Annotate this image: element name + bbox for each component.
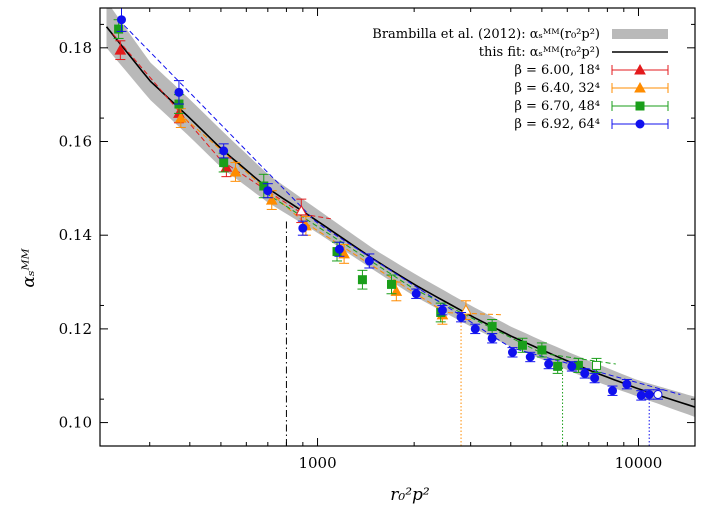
fit-curve-layer (105, 26, 695, 408)
axis-ticks: 0.10 0.12 0.14 0.16 0.18 1000 10000 (59, 8, 695, 472)
series-1-point-1 (229, 165, 242, 177)
x-tick-label-1: 10000 (615, 454, 663, 472)
x-axis-label: r₀²p² (390, 485, 430, 505)
y-axis-label: αₛᴹᴹ (19, 247, 39, 287)
series-3-point-8 (437, 305, 447, 315)
series-3-points (116, 7, 663, 401)
band-area (106, 8, 695, 417)
series-3-point-17 (590, 373, 600, 383)
series-1-point-7 (460, 304, 472, 315)
series-3-point-20 (636, 390, 646, 400)
series-2-point-0 (114, 24, 124, 34)
plot-frame (99, 7, 696, 447)
series-3-point-0 (116, 15, 126, 25)
series-0-point-3 (295, 204, 308, 216)
series-2-point-9 (517, 340, 527, 350)
y-tick-label-3: 0.16 (59, 133, 92, 151)
y-tick-label-1: 0.12 (59, 320, 92, 338)
legend-label-3: β = 6.40, 32⁴ (514, 81, 600, 96)
series-3-point-5 (334, 244, 344, 254)
legend-band-swatch (612, 29, 668, 39)
series-3-point-6 (364, 256, 374, 266)
series-2-point-11 (553, 361, 563, 371)
x-tick-label-0: 1000 (298, 454, 336, 472)
series-2-point-13 (592, 360, 602, 370)
series-3-point-4 (298, 223, 308, 233)
y-tick-label-0: 0.10 (59, 414, 92, 432)
series-3-point-16 (580, 368, 590, 378)
y-tick-label-2: 0.14 (59, 226, 92, 244)
series-0-point-0 (114, 44, 127, 55)
legend-label-4: β = 6.70, 48⁴ (514, 99, 600, 114)
legend-marker-5 (635, 119, 645, 129)
legend-label-5: β = 6.92, 64⁴ (514, 117, 600, 132)
legend-entry-2: β = 6.00, 18⁴ (514, 63, 669, 78)
series-3-point-18 (608, 386, 618, 396)
legend-label-1: this fit: αₛᴹᴹ(r₀²p²) (479, 45, 600, 60)
legend-entry-4: β = 6.70, 48⁴ (514, 99, 669, 114)
reference-band (106, 8, 695, 417)
legend-label-0: Brambilla et al. (2012): αₛᴹᴹ(r₀²p²) (372, 27, 600, 42)
series-3-point-10 (470, 324, 480, 334)
series-3-point-19 (622, 379, 632, 389)
series-3-point-7 (411, 289, 421, 299)
series-3-point-21 (644, 389, 654, 399)
legend-label-2: β = 6.00, 18⁴ (514, 63, 600, 78)
series-2-point-10 (537, 345, 547, 355)
data-points (113, 7, 663, 401)
series-3-open-point-0 (653, 389, 663, 399)
legend-marker-4 (635, 101, 645, 111)
series-3-point-1 (174, 87, 184, 97)
legend-marker-2 (634, 63, 646, 75)
series-2-point-2 (219, 158, 229, 168)
series-2-point-5 (357, 275, 367, 285)
series-1-point-2 (265, 194, 278, 205)
legend-entry-3: β = 6.40, 32⁴ (514, 81, 669, 96)
series-3-point-14 (544, 359, 554, 369)
legend: Brambilla et al. (2012): αₛᴹᴹ(r₀²p²) this… (372, 27, 669, 132)
legend-marker-3 (634, 81, 646, 93)
series-2-point-6 (386, 279, 396, 289)
series-1-point-5 (390, 285, 403, 296)
fit-curve (105, 26, 695, 408)
legend-entry-0: Brambilla et al. (2012): αₛᴹᴹ(r₀²p²) (372, 27, 668, 42)
series-3-point-11 (487, 333, 497, 343)
y-tick-label-4: 0.18 (59, 39, 92, 57)
legend-entry-5: β = 6.92, 64⁴ (514, 117, 669, 132)
series-1-point-0 (174, 112, 187, 123)
series-3-point-15 (567, 361, 577, 371)
cut-lines (285, 221, 650, 446)
series-3-point-9 (456, 312, 466, 322)
series-3-point-3 (263, 186, 273, 196)
series-3-point-12 (507, 347, 517, 357)
legend-entry-1: this fit: αₛᴹᴹ(r₀²p²) (479, 45, 668, 60)
series-1-point-4 (338, 247, 350, 259)
series-3-point-13 (525, 352, 535, 362)
series-3-point-2 (219, 146, 229, 156)
series-2-point-8 (487, 322, 497, 332)
